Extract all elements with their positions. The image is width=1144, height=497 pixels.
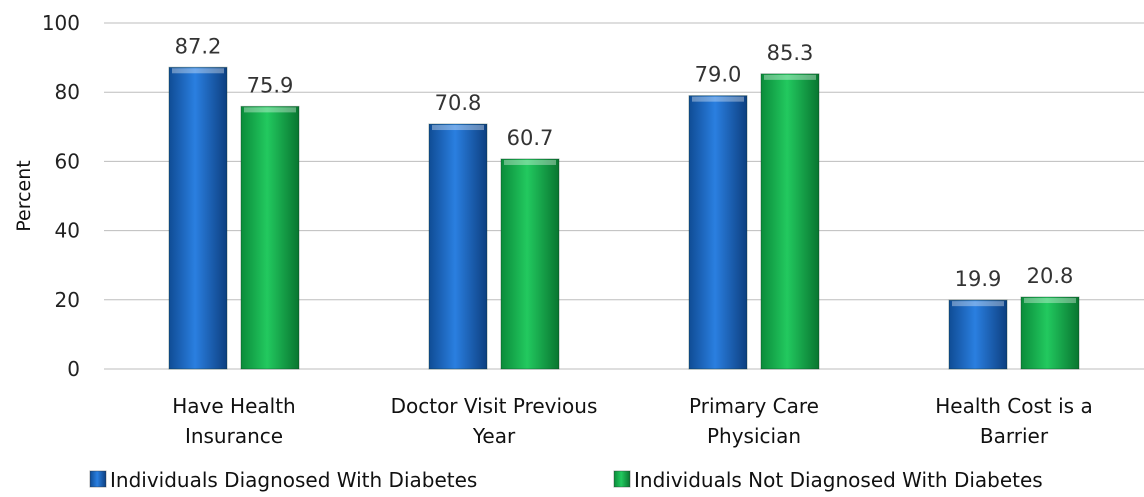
- y-tick-label: 0: [67, 357, 80, 381]
- bar: [948, 299, 1008, 370]
- y-tick-label: 80: [55, 80, 80, 104]
- x-category-label: Health Cost is a Barrier: [935, 394, 1092, 448]
- legend-item: Individuals Not Diagnosed With Diabetes: [613, 468, 1043, 492]
- bar-highlight: [764, 74, 816, 80]
- bar: [760, 73, 820, 370]
- legend-swatch: [613, 470, 631, 488]
- x-category-label: Primary Care Physician: [689, 394, 819, 448]
- legend-label: Individuals Diagnosed With Diabetes: [110, 468, 477, 492]
- data-label: 75.9: [247, 73, 294, 97]
- bar: [688, 95, 748, 370]
- bar: [240, 105, 300, 370]
- bar-body: [168, 66, 228, 370]
- data-label: 60.7: [507, 126, 554, 150]
- data-labels: 87.2 70.8 79.0 19.9 75.9 60.7 85.3 20.8: [175, 34, 1074, 291]
- bar-highlight: [504, 159, 556, 165]
- bar-body: [428, 123, 488, 370]
- bar-body: [760, 73, 820, 370]
- bar: [428, 123, 488, 370]
- y-tick-label: 100: [42, 11, 80, 35]
- bar-body: [1020, 296, 1080, 370]
- data-label: 19.9: [955, 267, 1002, 291]
- x-category-label: Have Health Insurance: [172, 394, 295, 448]
- bar: [1020, 296, 1080, 370]
- bar-body: [500, 158, 560, 370]
- y-axis-title: Percent: [13, 160, 35, 232]
- data-label: 20.8: [1027, 264, 1074, 288]
- y-tick-label: 40: [55, 219, 80, 243]
- bar-highlight: [432, 125, 484, 131]
- bar: [500, 158, 560, 370]
- bar-highlight: [244, 107, 296, 113]
- legend-swatch: [89, 470, 107, 488]
- legend-label: Individuals Not Diagnosed With Diabetes: [634, 468, 1043, 492]
- y-tick-label: 60: [55, 149, 80, 173]
- bar-highlight: [952, 301, 1004, 307]
- data-label: 70.8: [435, 91, 482, 115]
- bar-highlight: [172, 68, 224, 74]
- bar-body: [688, 95, 748, 370]
- bar: [168, 66, 228, 370]
- bar-highlight: [1024, 298, 1076, 304]
- x-category-label: Doctor Visit Previous Year: [391, 394, 598, 448]
- data-label: 79.0: [695, 63, 742, 87]
- bar-body: [948, 299, 1008, 370]
- data-label: 85.3: [767, 41, 814, 65]
- data-label: 87.2: [175, 34, 222, 58]
- legend: Individuals Diagnosed With Diabetes Indiv…: [89, 468, 1043, 492]
- bars: [168, 66, 1080, 370]
- bar-highlight: [692, 96, 744, 102]
- y-axis-ticks: 0 20 40 60 80 100: [42, 11, 80, 381]
- legend-item: Individuals Diagnosed With Diabetes: [89, 468, 477, 492]
- y-tick-label: 20: [55, 288, 80, 312]
- bar-body: [240, 105, 300, 370]
- x-axis-categories: Have Health Insurance Doctor Visit Previou…: [172, 394, 1092, 448]
